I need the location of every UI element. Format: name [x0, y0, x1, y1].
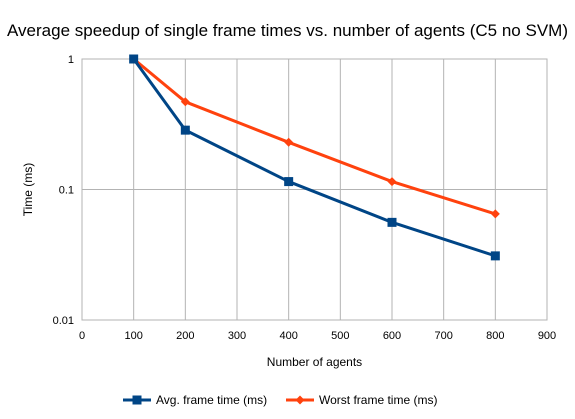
x-tick-label: 500 [331, 330, 349, 342]
x-tick-label: 900 [538, 330, 556, 342]
y-tick-label: 1 [68, 54, 74, 66]
data-point-avg [490, 251, 500, 261]
y-axis-label: Time (ms) [21, 163, 35, 217]
x-tick-label: 800 [486, 330, 504, 342]
data-point-worst [490, 209, 500, 219]
x-tick-label: 200 [176, 330, 194, 342]
x-axis-ticks: 0 100 200 300 400 500 600 700 800 900 [79, 330, 556, 342]
data-point-worst [284, 137, 294, 147]
legend-item-worst: Worst frame time (ms) [286, 393, 437, 407]
x-tick-label: 600 [383, 330, 401, 342]
plot-area-frame [81, 58, 548, 321]
series-avg [129, 54, 500, 261]
x-tick-label: 700 [434, 330, 452, 342]
data-point-avg [284, 177, 294, 187]
data-point-worst [180, 97, 190, 107]
x-tick-label: 100 [124, 330, 142, 342]
y-axis-ticks: 1 0.1 0.01 [53, 54, 74, 327]
y-tick-label: 0.1 [59, 185, 74, 197]
data-point-avg [180, 125, 190, 135]
legend-marker-worst [295, 395, 305, 405]
x-tick-label: 300 [228, 330, 246, 342]
legend-label-avg: Avg. frame time (ms) [156, 393, 267, 407]
y-tick-label: 0.01 [53, 315, 74, 327]
legend-marker-avg [132, 395, 142, 405]
series-layer [129, 54, 500, 261]
data-point-worst [387, 177, 397, 187]
x-tick-label: 400 [279, 330, 297, 342]
legend-label-worst: Worst frame time (ms) [319, 393, 437, 407]
x-axis-label: Number of agents [267, 355, 362, 369]
data-point-avg [129, 54, 139, 64]
chart-title: Average speedup of single frame times vs… [7, 21, 568, 40]
data-point-avg [387, 217, 397, 227]
x-tick-label: 0 [79, 330, 85, 342]
legend-item-avg: Avg. frame time (ms) [123, 393, 267, 407]
legend: Avg. frame time (ms) Worst frame time (ms… [123, 393, 437, 407]
